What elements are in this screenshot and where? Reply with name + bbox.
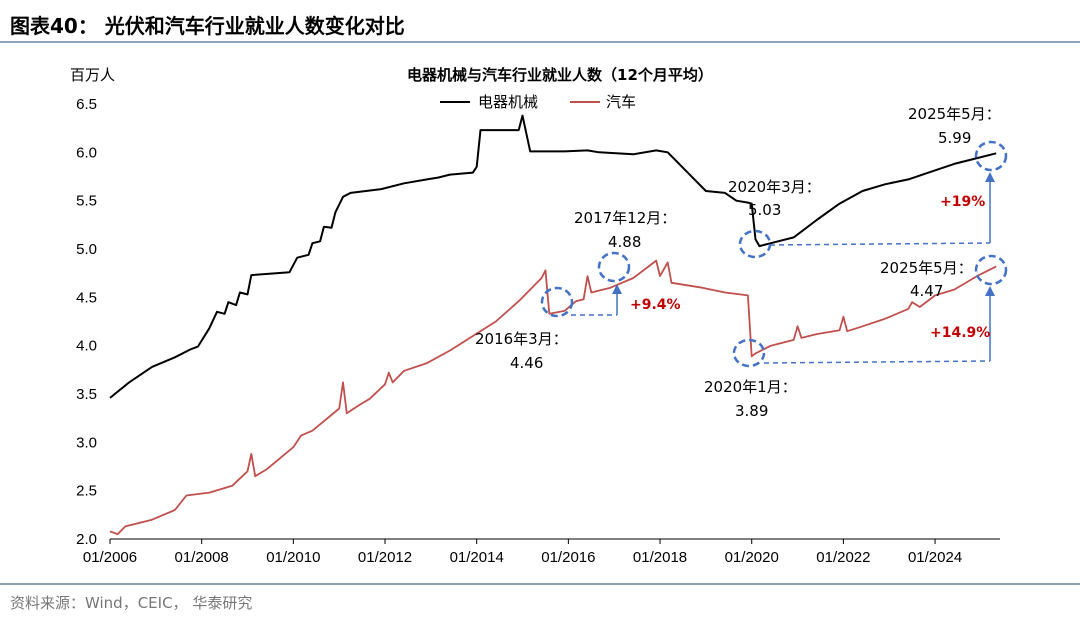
footer-divider	[0, 583, 1080, 585]
increase-arrow-head	[985, 286, 995, 296]
title-divider	[0, 41, 1080, 43]
series-line-auto	[109, 259, 997, 536]
dashed-reference	[769, 242, 991, 246]
annotation-label: 2016年3月：	[475, 330, 568, 348]
annotation-label: 2025年5月：	[880, 259, 973, 277]
x-tick-label: 01/2006	[83, 549, 137, 566]
x-axis-ticks: 01/2006 01/2008 01/2010 01/2012 01/2014 01/20…	[83, 539, 962, 566]
x-tick-label: 01/2020	[725, 549, 779, 566]
annotation-label: 2020年3月：	[728, 178, 821, 196]
annotation-layer: 2016年3月： 4.46 2017年12月： 4.88 +9.4% 2020年…	[475, 105, 1008, 420]
y-tick-label: 4.0	[76, 338, 97, 355]
x-tick-label: 01/2012	[358, 549, 412, 566]
y-tick-label: 3.0	[76, 434, 97, 451]
legend-label-auto: 汽车	[606, 93, 636, 111]
series-layer	[109, 114, 997, 536]
annotation-label: 2025年5月：	[908, 105, 1001, 123]
y-tick-label: 6.0	[76, 144, 97, 161]
y-tick-label: 2.5	[76, 483, 97, 500]
x-tick-label: 01/2014	[450, 549, 504, 566]
x-tick-label: 01/2008	[175, 549, 229, 566]
y-tick-label: 4.5	[76, 289, 97, 306]
annotation-value: 5.03	[748, 201, 781, 219]
highlight-circle	[732, 338, 766, 368]
highlight-circle	[540, 286, 574, 318]
annotation-label: 2020年1月：	[704, 378, 797, 396]
x-tick-label: 01/2010	[266, 549, 320, 566]
annotation-label: 2017年12月：	[574, 209, 676, 227]
y-axis-unit-label: 百万人	[70, 66, 115, 84]
figure-title: 图表40： 光伏和汽车行业就业人数变化对比	[10, 14, 405, 38]
chart-title: 电器机械与汽车行业就业人数（12个月平均）	[407, 66, 713, 84]
x-tick-label: 01/2018	[633, 549, 687, 566]
pct-change-label: +9.4%	[630, 297, 681, 313]
annotation-value: 3.89	[735, 402, 768, 420]
y-tick-label: 5.5	[76, 193, 97, 210]
pct-change-label: +19%	[940, 194, 985, 210]
dashed-reference	[763, 360, 991, 364]
y-tick-label: 3.5	[76, 386, 97, 403]
legend-label-electrical: 电器机械	[478, 93, 538, 111]
series-line-electrical	[109, 114, 997, 399]
x-tick-label: 01/2024	[908, 549, 962, 566]
pct-change-label: +14.9%	[930, 325, 990, 341]
highlight-circle	[974, 254, 1008, 286]
annotation-value: 4.47	[910, 282, 943, 300]
x-tick-label: 01/2016	[541, 549, 595, 566]
increase-arrow-head	[985, 172, 995, 182]
y-tick-label: 2.0	[76, 531, 97, 548]
y-tick-label: 6.5	[76, 96, 97, 113]
source-note: 资料来源：Wind，CEIC， 华泰研究	[10, 594, 253, 612]
highlight-circle	[597, 251, 631, 283]
increase-arrow-head	[612, 284, 622, 294]
legend: 电器机械 汽车	[440, 93, 636, 111]
highlight-circle	[974, 140, 1008, 172]
annotation-value: 5.99	[938, 129, 971, 147]
highlight-circle	[738, 229, 772, 259]
y-tick-label: 5.0	[76, 241, 97, 258]
annotation-value: 4.46	[510, 354, 543, 372]
employment-line-chart: 电器机械与汽车行业就业人数（12个月平均） 百万人 电器机械 汽车 2.0 2.5…	[70, 66, 1008, 566]
annotation-value: 4.88	[608, 233, 641, 251]
x-tick-label: 01/2022	[816, 549, 870, 566]
y-axis-ticks: 2.0 2.5 3.0 3.5 4.0 4.5 5.0 5.5 6.0 6.5	[76, 96, 97, 548]
